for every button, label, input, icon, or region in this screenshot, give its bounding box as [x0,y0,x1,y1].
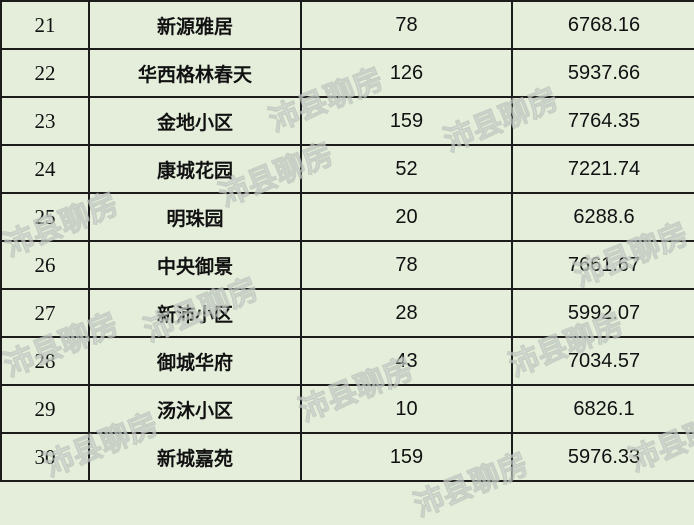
row-index: 29 [0,384,90,434]
row-index: 24 [0,144,90,194]
community-name: 御城华府 [88,336,302,386]
listing-count: 28 [300,288,513,338]
listing-count: 78 [300,240,513,290]
community-name: 新城嘉苑 [88,432,302,482]
table-row: 22 华西格林春天 126 5937.66 [0,48,694,98]
listing-count: 20 [300,192,513,242]
average-price: 5937.66 [511,48,694,98]
row-index: 23 [0,96,90,146]
average-price: 6826.1 [511,384,694,434]
row-index: 26 [0,240,90,290]
average-price: 5976.33 [511,432,694,482]
row-index: 27 [0,288,90,338]
community-name: 汤沐小区 [88,384,302,434]
community-name: 新源雅居 [88,0,302,50]
average-price: 7221.74 [511,144,694,194]
table-row: 27 新沛小区 28 5992.07 [0,288,694,338]
listing-count: 43 [300,336,513,386]
listing-count: 78 [300,0,513,50]
listing-count: 126 [300,48,513,98]
community-name: 康城花园 [88,144,302,194]
average-price: 7034.57 [511,336,694,386]
listing-count: 159 [300,432,513,482]
community-name: 金地小区 [88,96,302,146]
row-index: 22 [0,48,90,98]
table-row: 26 中央御景 78 7661.67 [0,240,694,290]
row-index: 30 [0,432,90,482]
housing-table: 21 新源雅居 78 6768.16 22 华西格林春天 126 5937.66 23 金地小区 1… [0,0,694,482]
average-price: 6768.16 [511,0,694,50]
table-row: 30 新城嘉苑 159 5976.33 [0,432,694,482]
average-price: 7764.35 [511,96,694,146]
listing-count: 52 [300,144,513,194]
table-row: 28 御城华府 43 7034.57 [0,336,694,386]
listing-count: 159 [300,96,513,146]
listing-count: 10 [300,384,513,434]
table-row: 21 新源雅居 78 6768.16 [0,0,694,50]
table-row: 29 汤沐小区 10 6826.1 [0,384,694,434]
row-index: 25 [0,192,90,242]
table-row: 25 明珠园 20 6288.6 [0,192,694,242]
row-index: 21 [0,0,90,50]
average-price: 6288.6 [511,192,694,242]
community-name: 华西格林春天 [88,48,302,98]
community-name: 明珠园 [88,192,302,242]
table-row: 23 金地小区 159 7764.35 [0,96,694,146]
table-row: 24 康城花园 52 7221.74 [0,144,694,194]
average-price: 7661.67 [511,240,694,290]
row-index: 28 [0,336,90,386]
average-price: 5992.07 [511,288,694,338]
community-name: 新沛小区 [88,288,302,338]
community-name: 中央御景 [88,240,302,290]
